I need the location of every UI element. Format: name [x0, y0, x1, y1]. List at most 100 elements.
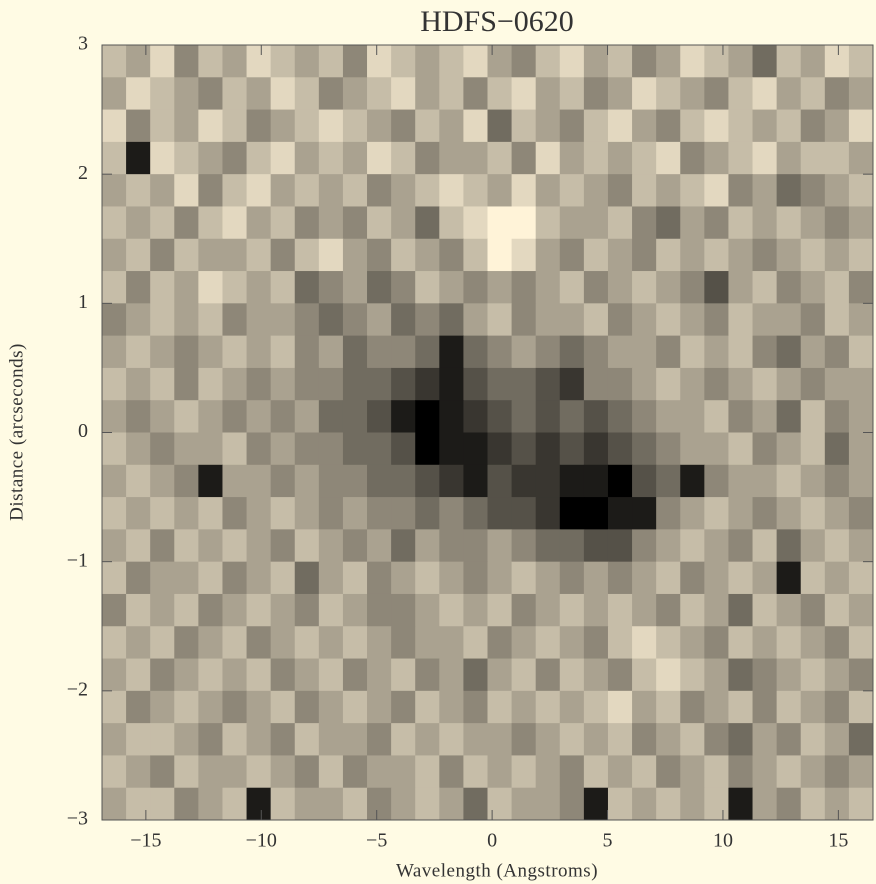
- heatmap-cell: [511, 690, 537, 724]
- heatmap-cell: [126, 367, 151, 401]
- heatmap-cell: [848, 755, 874, 789]
- heatmap-cell: [342, 174, 368, 207]
- heatmap-cell: [342, 400, 368, 433]
- heatmap-cell: [439, 45, 464, 78]
- heatmap-cell: [102, 141, 127, 175]
- heatmap-cell: [632, 271, 657, 304]
- heatmap-cell: [439, 690, 464, 724]
- heatmap-cell: [222, 109, 248, 143]
- heatmap-cell: [728, 561, 754, 595]
- heatmap-cell: [583, 45, 609, 78]
- x-tick-label: −10: [246, 830, 277, 852]
- heatmap-cell: [222, 432, 248, 466]
- heatmap-cell: [439, 303, 464, 337]
- heatmap-cell: [415, 626, 440, 660]
- heatmap-cell: [848, 561, 874, 595]
- heatmap-cell: [463, 206, 488, 240]
- heatmap-cell: [391, 690, 416, 724]
- heatmap-cell: [704, 464, 729, 498]
- heatmap-cell: [150, 77, 175, 111]
- heatmap-cell: [174, 658, 199, 692]
- heatmap-cell: [607, 174, 633, 207]
- heatmap-cell: [607, 335, 633, 369]
- heatmap-cell: [559, 109, 585, 143]
- heatmap-cell: [704, 787, 729, 821]
- heatmap-cell: [487, 238, 513, 272]
- heatmap-cell: [848, 271, 874, 304]
- heatmap-cell: [535, 45, 561, 78]
- heatmap-cell: [342, 755, 368, 789]
- heatmap-cell: [270, 271, 296, 304]
- heatmap-cell: [318, 206, 344, 240]
- heatmap-cell: [102, 174, 127, 207]
- heatmap-cell: [246, 109, 272, 143]
- heatmap-cell: [174, 400, 199, 433]
- heatmap-cell: [848, 238, 874, 272]
- heatmap-cell: [632, 561, 657, 595]
- heatmap-cell: [318, 755, 344, 789]
- heatmap-cell: [318, 45, 344, 78]
- heatmap-cell: [752, 561, 778, 595]
- heatmap-cell: [848, 432, 874, 466]
- heatmap-cell: [632, 206, 657, 240]
- heatmap-cell: [535, 593, 561, 627]
- heatmap-cell: [680, 109, 705, 143]
- heatmap-cell: [632, 141, 657, 175]
- heatmap-cell: [342, 109, 368, 143]
- heatmap-cell: [535, 755, 561, 789]
- heatmap-cell: [174, 626, 199, 660]
- heatmap-cell: [824, 77, 850, 111]
- heatmap-cell: [246, 464, 272, 498]
- heatmap-cell: [198, 400, 223, 433]
- heatmap-cell: [463, 109, 488, 143]
- heatmap-cell: [632, 593, 657, 627]
- heatmap-cell: [150, 658, 175, 692]
- heatmap-cell: [752, 206, 778, 240]
- heatmap-cell: [848, 335, 874, 369]
- heatmap-cell: [728, 271, 754, 304]
- heatmap-cell: [174, 174, 199, 207]
- heatmap-cell: [439, 658, 464, 692]
- heatmap-cell: [415, 141, 440, 175]
- heatmap-cell: [559, 561, 585, 595]
- heatmap-cell: [150, 335, 175, 369]
- heatmap-cell: [342, 367, 368, 401]
- x-tick-label: 0: [487, 830, 497, 852]
- heatmap-cell: [487, 109, 513, 143]
- heatmap-cell: [246, 658, 272, 692]
- heatmap-cell: [294, 400, 320, 433]
- heatmap-cell: [752, 497, 778, 530]
- heatmap-cell: [463, 626, 488, 660]
- heatmap-cell: [607, 303, 633, 337]
- heatmap-cell: [511, 367, 537, 401]
- heatmap-cell: [198, 690, 223, 724]
- heatmap-cell: [680, 658, 705, 692]
- heatmap-cell: [102, 303, 127, 337]
- heatmap-cell: [222, 723, 248, 756]
- heatmap-cell: [848, 593, 874, 627]
- heatmap-cell: [270, 432, 296, 466]
- heatmap-cell: [824, 335, 850, 369]
- heatmap-cell: [342, 464, 368, 498]
- heatmap-cell: [126, 335, 151, 369]
- heatmap-cell: [126, 77, 151, 111]
- heatmap-cell: [511, 400, 537, 433]
- heatmap-cell: [150, 464, 175, 498]
- heatmap-cell: [583, 755, 609, 789]
- heatmap-cell: [415, 497, 440, 530]
- heatmap-cell: [342, 238, 368, 272]
- heatmap-cell: [535, 464, 561, 498]
- heatmap-cell: [174, 77, 199, 111]
- heatmap-cell: [198, 561, 223, 595]
- heatmap-cell: [391, 303, 416, 337]
- heatmap-cell: [607, 626, 633, 660]
- heatmap-cell: [102, 529, 127, 563]
- heatmap-cell: [222, 303, 248, 337]
- heatmap-cell: [680, 593, 705, 627]
- heatmap-cell: [102, 206, 127, 240]
- heatmap-cell: [632, 303, 657, 337]
- heatmap-cell: [367, 561, 392, 595]
- heatmap-cell: [150, 787, 175, 821]
- heatmap-cell: [776, 303, 802, 337]
- heatmap-cell: [246, 497, 272, 530]
